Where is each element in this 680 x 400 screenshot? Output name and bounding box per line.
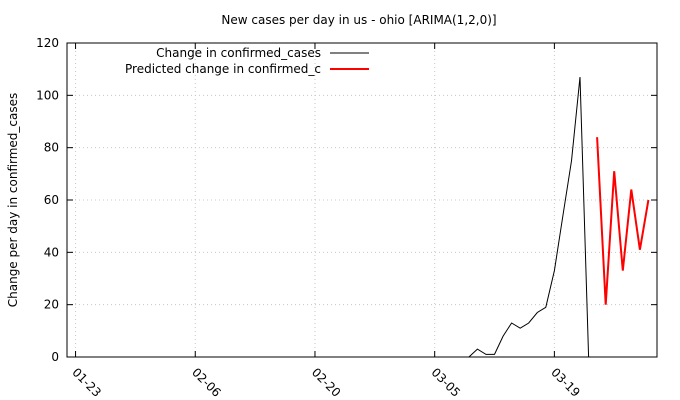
- y-tick-label: 120: [36, 36, 59, 50]
- y-tick-label: 40: [44, 245, 59, 259]
- y-tick-label: 0: [51, 350, 59, 364]
- y-axis-label: Change per day in confirmed_cases: [6, 93, 20, 308]
- x-tick-label: 02-20: [309, 365, 344, 400]
- series-line-2: [596, 137, 650, 305]
- y-tick-label: 60: [44, 193, 59, 207]
- legend: Change in confirmed_cases Predicted chang…: [125, 46, 369, 76]
- chart-title: New cases per day in us - ohio [ARIMA(1,…: [221, 13, 496, 27]
- x-tick-label: 03-05: [429, 365, 464, 400]
- legend-label-2: Predicted change in confirmed_c: [125, 62, 321, 76]
- y-tick-label: 100: [36, 88, 59, 102]
- y-tick-label: 80: [44, 141, 59, 155]
- x-tick-label: 01-23: [69, 365, 104, 400]
- y-tick-label: 20: [44, 298, 59, 312]
- series-lines: [468, 76, 650, 358]
- legend-label-1: Change in confirmed_cases: [156, 46, 321, 60]
- x-tick-label: 02-06: [189, 365, 224, 400]
- grid-lines: [67, 43, 657, 357]
- axis-ticks: 0 20 40 60 80 100 120 01-23 02-06 02-20 03-05 03-19: [36, 36, 657, 400]
- x-tick-label: 03-19: [548, 365, 583, 400]
- series-line-1: [468, 76, 598, 358]
